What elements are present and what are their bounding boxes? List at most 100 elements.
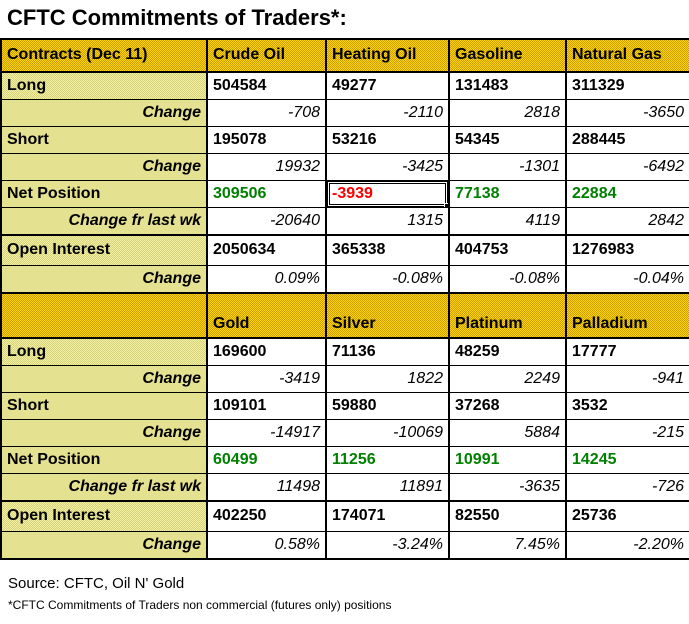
data-cell-silver-change[interactable]: 1822 [325,365,450,393]
data-cell-palladium-change-fr-last-wk[interactable]: -726 [565,473,689,502]
table-row-change-s2: Change 0.58% -3.24% 7.45% -2.20% [0,531,689,560]
data-cell-silver-open-interest[interactable]: 174071 [325,500,450,532]
data-cell-gasoline-change[interactable]: 2818 [448,99,567,127]
data-cell-natural-gas-long[interactable]: 311329 [565,71,689,100]
data-cell-crude-oil-change[interactable]: 0.09% [206,265,327,294]
data-cell-gasoline-open-interest[interactable]: 404753 [448,234,567,266]
row-label-cell[interactable]: Open Interest [0,500,208,532]
data-cell-gold-change[interactable]: -14917 [206,419,327,447]
data-cell-platinum-change-fr-last-wk[interactable]: -3635 [448,473,567,502]
footnote-text: *CFTC Commitments of Traders non commerc… [8,598,392,612]
data-cell-crude-oil-change[interactable]: 19932 [206,153,327,181]
data-cell-natural-gas-change[interactable]: -3650 [565,99,689,127]
header-cell-crude-oil[interactable]: Crude Oil [206,38,327,73]
data-cell-silver-change[interactable]: -3.24% [325,531,450,560]
row-label-cell[interactable]: Short [0,126,208,154]
data-cell-gasoline-short[interactable]: 54345 [448,126,567,154]
header-cell-natural-gas[interactable]: Natural Gas [565,38,689,73]
data-cell-heating-oil-short[interactable]: 53216 [325,126,450,154]
row-label-cell[interactable]: Change [0,419,208,447]
data-cell-crude-oil-net-position[interactable]: 309506 [206,180,327,208]
data-cell-crude-oil-long[interactable]: 504584 [206,71,327,100]
header-cell-contracts-dec-11[interactable]: Contracts (Dec 11) [0,38,208,73]
data-cell-platinum-short[interactable]: 37268 [448,392,567,420]
data-cell-gold-change[interactable]: 0.58% [206,531,327,560]
data-cell-gasoline-change[interactable]: -1301 [448,153,567,181]
data-cell-palladium-open-interest[interactable]: 25736 [565,500,689,532]
cell-fill-handle[interactable] [444,203,447,207]
data-cell-silver-long[interactable]: 71136 [325,337,450,366]
data-cell-palladium-net-position[interactable]: 14245 [565,446,689,474]
data-cell-crude-oil-short[interactable]: 195078 [206,126,327,154]
header-cell-blank[interactable] [0,292,208,339]
row-label-cell[interactable]: Change [0,265,208,294]
page-title: CFTC Commitments of Traders*: [7,5,347,30]
data-cell-crude-oil-change-fr-last-wk[interactable]: -20640 [206,207,327,236]
row-label-cell[interactable]: Change [0,153,208,181]
data-cell-gasoline-change-fr-last-wk[interactable]: 4119 [448,207,567,236]
row-label-cell[interactable]: Change [0,365,208,393]
row-label-cell[interactable]: Open Interest [0,234,208,266]
data-cell-heating-oil-change-fr-last-wk[interactable]: 1315 [325,207,450,236]
data-cell-gold-long[interactable]: 169600 [206,337,327,366]
header-cell-silver[interactable]: Silver [325,292,450,339]
cot-table: Contracts (Dec 11) Crude Oil Heating Oil Ga… [0,38,689,560]
data-cell-heating-oil-long[interactable]: 49277 [325,71,450,100]
data-cell-silver-short[interactable]: 59880 [325,392,450,420]
data-cell-gasoline-net-position[interactable]: 77138 [448,180,567,208]
data-cell-natural-gas-net-position[interactable]: 22884 [565,180,689,208]
data-cell-silver-change-fr-last-wk[interactable]: 11891 [325,473,450,502]
header-cell-palladium[interactable]: Palladium [565,292,689,339]
data-cell-platinum-open-interest[interactable]: 82550 [448,500,567,532]
row-label-cell[interactable]: Long [0,337,208,366]
header-cell-gold[interactable]: Gold [206,292,327,339]
data-cell-natural-gas-change[interactable]: -0.04% [565,265,689,294]
data-cell-silver-net-position[interactable]: 11256 [325,446,450,474]
data-cell-heating-oil-change[interactable]: -2110 [325,99,450,127]
row-label-cell[interactable]: Short [0,392,208,420]
row-label-cell[interactable]: Long [0,71,208,100]
table-row-change-s1: Change 0.09% -0.08% -0.08% -0.04% [0,265,689,294]
data-cell-gasoline-long[interactable]: 131483 [448,71,567,100]
data-cell-gold-change-fr-last-wk[interactable]: 11498 [206,473,327,502]
data-cell-natural-gas-change[interactable]: -6492 [565,153,689,181]
data-cell-gold-short[interactable]: 109101 [206,392,327,420]
data-cell-heating-oil-change[interactable]: -3425 [325,153,450,181]
header-cell-gasoline[interactable]: Gasoline [448,38,567,73]
data-cell-heating-oil-change[interactable]: -0.08% [325,265,450,294]
table-row-open-interest-s2: Open Interest 402250 174071 82550 25736 [0,500,689,532]
data-cell-gasoline-change[interactable]: -0.08% [448,265,567,294]
data-cell-natural-gas-short[interactable]: 288445 [565,126,689,154]
data-cell-gold-open-interest[interactable]: 402250 [206,500,327,532]
source-text: Source: CFTC, Oil N' Gold [8,575,185,592]
data-cell-platinum-change[interactable]: 2249 [448,365,567,393]
row-label-cell[interactable]: Change [0,531,208,560]
data-cell-palladium-change[interactable]: -2.20% [565,531,689,560]
data-cell-gold-change[interactable]: -3419 [206,365,327,393]
data-cell-palladium-long[interactable]: 17777 [565,337,689,366]
row-label-cell[interactable]: Net Position [0,180,208,208]
data-cell-palladium-change[interactable]: -215 [565,419,689,447]
row-label-cell[interactable]: Change fr last wk [0,207,208,236]
data-cell-natural-gas-open-interest[interactable]: 1276983 [565,234,689,266]
data-cell-crude-oil-open-interest[interactable]: 2050634 [206,234,327,266]
data-cell-heating-oil-open-interest[interactable]: 365338 [325,234,450,266]
table-row-change-s1: Change -708 -2110 2818 -3650 [0,99,689,127]
data-cell-crude-oil-change[interactable]: -708 [206,99,327,127]
data-cell-silver-change[interactable]: -10069 [325,419,450,447]
data-cell-platinum-net-position[interactable]: 10991 [448,446,567,474]
header-cell-heating-oil[interactable]: Heating Oil [325,38,450,73]
header-cell-platinum[interactable]: Platinum [448,292,567,339]
data-cell-platinum-change[interactable]: 5884 [448,419,567,447]
row-label-cell[interactable]: Change fr last wk [0,473,208,502]
data-cell-palladium-short[interactable]: 3532 [565,392,689,420]
data-cell-palladium-change[interactable]: -941 [565,365,689,393]
data-cell-gold-net-position[interactable]: 60499 [206,446,327,474]
data-cell-platinum-long[interactable]: 48259 [448,337,567,366]
data-cell-natural-gas-change-fr-last-wk[interactable]: 2842 [565,207,689,236]
row-label-cell[interactable]: Change [0,99,208,127]
row-label-cell[interactable]: Net Position [0,446,208,474]
data-cell-platinum-change[interactable]: 7.45% [448,531,567,560]
selected-cell[interactable]: -3939 [325,180,450,208]
